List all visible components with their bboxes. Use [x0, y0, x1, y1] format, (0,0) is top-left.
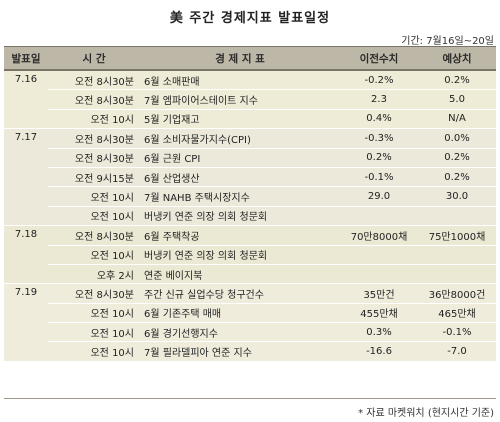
table-row: 오전 10시 버냉키 연준 의장 의회 청문회	[4, 206, 496, 227]
table-row: 오전 10시 6월 기존주택 매매 455만채 465만채	[4, 303, 496, 324]
table-row: 7.17 오전 8시30분 6월 소비자물가지수(CPI) -0.3% 0.0%	[4, 128, 496, 227]
release-time: 오전 8시30분	[48, 148, 140, 168]
header-indicator: 경 제 지 표	[140, 46, 340, 71]
table-row: 오후 2시 연준 베이지북	[4, 264, 496, 285]
release-time: 오전 10시	[48, 303, 140, 324]
release-date: 7.17	[4, 128, 48, 227]
release-time: 오전 8시30분	[48, 69, 140, 91]
header-forecast: 예상치	[418, 46, 496, 71]
indicator-name: 버냉키 연준 의장 의회 청문회	[140, 245, 340, 265]
previous-value: 2.3	[340, 89, 418, 110]
release-time: 오후 2시	[48, 264, 140, 285]
table-row: 7.16 오전 8시30분 6월 소매판매 -0.2% 0.2%	[4, 69, 496, 130]
release-time: 오전 10시	[48, 206, 140, 227]
release-time: 오전 10시	[48, 186, 140, 207]
previous-value: 455만채	[340, 303, 418, 324]
release-time: 오전 8시30분	[48, 128, 140, 149]
table-row: 오전 10시 버냉키 연준 의장 의회 청문회	[4, 245, 496, 265]
indicator-name: 6월 기존주택 매매	[140, 303, 340, 324]
forecast-value: 5.0	[418, 89, 496, 110]
release-date: 7.19	[4, 283, 48, 362]
release-time: 오전 9시15분	[48, 167, 140, 188]
table-row: 오전 10시 6월 경기선행지수 0.3% -0.1%	[4, 322, 496, 343]
table-row: 오전 10시 7월 필라델피아 연준 지수 -16.6 -7.0	[4, 341, 496, 362]
forecast-value: -7.0	[418, 341, 496, 362]
previous-value: -16.6	[340, 341, 418, 362]
indicator-name: 6월 소매판매	[140, 69, 340, 91]
indicator-name: 7월 NAHB 주택시장지수	[140, 186, 340, 207]
table-row: 오전 9시15분 6월 산업생산 -0.1% 0.2%	[4, 167, 496, 188]
page-title: 美 주간 경제지표 발표일정	[169, 11, 331, 26]
release-time: 오전 10시	[48, 322, 140, 343]
forecast-value: 36만8000건	[418, 283, 496, 304]
table-row: 오전 10시 5월 기업재고 0.4% N/A	[4, 109, 496, 130]
source-note: * 자료 마켓워치 (현지시간 기준)	[358, 408, 494, 419]
header-previous: 이전수치	[340, 46, 418, 71]
previous-value: -0.3%	[340, 128, 418, 149]
table-row: 오전 10시 7월 NAHB 주택시장지수 29.0 30.0	[4, 186, 496, 207]
forecast-value: 0.0%	[418, 128, 496, 149]
table-bottom-rule	[4, 398, 496, 399]
previous-value: -0.1%	[340, 167, 418, 188]
release-time: 오전 10시	[48, 245, 140, 265]
release-date: 7.18	[4, 225, 48, 285]
table-row: 오전 8시30분 6월 근원 CPI 0.2% 0.2%	[4, 148, 496, 168]
forecast-value: 75만1000채	[418, 225, 496, 246]
indicator-name: 6월 산업생산	[140, 167, 340, 188]
forecast-value: N/A	[418, 109, 496, 130]
table-row: 7.19 오전 8시30분 주간 신규 실업수당 청구건수 35만건 36만80…	[4, 283, 496, 362]
previous-value: 70만8000채	[340, 225, 418, 246]
forecast-value	[418, 245, 496, 265]
release-time: 오전 8시30분	[48, 89, 140, 110]
release-time: 오전 8시30분	[48, 225, 140, 246]
indicator-name: 6월 주택착공	[140, 225, 340, 246]
forecast-value	[418, 206, 496, 227]
indicator-name: 6월 근원 CPI	[140, 148, 340, 168]
forecast-value: 0.2%	[418, 167, 496, 188]
previous-value	[340, 245, 418, 265]
forecast-value: 0.2%	[418, 148, 496, 168]
table-row: 7.18 오전 8시30분 6월 주택착공 70만8000채 75만1000채	[4, 225, 496, 285]
schedule-table: 발표일 시 간 경 제 지 표 이전수치 예상치 7.16 오전 8시30분 6…	[4, 46, 496, 362]
header-date: 발표일	[4, 46, 48, 71]
indicator-name: 7월 엠파이어스테이트 지수	[140, 89, 340, 110]
indicator-name: 6월 소비자물가지수(CPI)	[140, 128, 340, 149]
previous-value: 0.3%	[340, 322, 418, 343]
forecast-value	[418, 264, 496, 285]
indicator-name: 주간 신규 실업수당 청구건수	[140, 283, 340, 304]
previous-value: 29.0	[340, 186, 418, 207]
release-time: 오전 10시	[48, 109, 140, 130]
forecast-value: 30.0	[418, 186, 496, 207]
indicator-name: 6월 경기선행지수	[140, 322, 340, 343]
period-label: 기간: 7월16일~20일	[401, 36, 494, 47]
previous-value: 35만건	[340, 283, 418, 304]
table-row: 오전 8시30분 7월 엠파이어스테이트 지수 2.3 5.0	[4, 89, 496, 110]
table-header-row: 발표일 시 간 경 제 지 표 이전수치 예상치	[4, 46, 496, 71]
header-time: 시 간	[48, 46, 140, 71]
forecast-value: 465만채	[418, 303, 496, 324]
indicator-name: 7월 필라델피아 연준 지수	[140, 341, 340, 362]
previous-value	[340, 206, 418, 227]
previous-value: 0.4%	[340, 109, 418, 130]
indicator-name: 5월 기업재고	[140, 109, 340, 130]
indicator-name: 연준 베이지북	[140, 264, 340, 285]
release-time: 오전 10시	[48, 341, 140, 362]
forecast-value: 0.2%	[418, 69, 496, 91]
indicator-name: 버냉키 연준 의장 의회 청문회	[140, 206, 340, 227]
release-time: 오전 8시30분	[48, 283, 140, 304]
release-date: 7.16	[4, 69, 48, 130]
previous-value: -0.2%	[340, 69, 418, 91]
previous-value: 0.2%	[340, 148, 418, 168]
forecast-value: -0.1%	[418, 322, 496, 343]
previous-value	[340, 264, 418, 285]
